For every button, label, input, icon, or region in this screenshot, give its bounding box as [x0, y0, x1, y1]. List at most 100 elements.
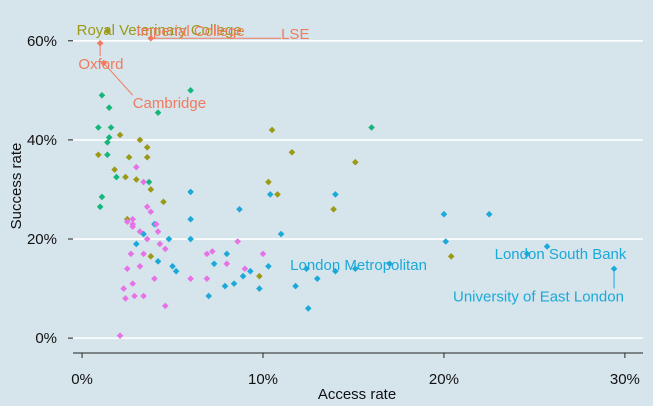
data-point [143, 203, 151, 211]
data-point [241, 265, 249, 273]
data-point [145, 178, 153, 186]
data-point [351, 265, 359, 273]
data-point [239, 272, 247, 280]
data-point [98, 91, 106, 99]
data-point [116, 332, 124, 339]
data-point [140, 178, 147, 186]
data-point [209, 248, 216, 255]
data-point [136, 262, 144, 270]
data-point [247, 267, 254, 275]
x-tick-label: 0% [71, 371, 93, 388]
data-point [125, 153, 133, 161]
annotation-label: Royal Veterinary College [77, 22, 242, 39]
data-point [543, 243, 551, 250]
data-point [129, 223, 137, 230]
data-point [485, 210, 493, 218]
data-point [205, 292, 213, 300]
data-point [129, 215, 137, 223]
data-point [169, 262, 176, 270]
data-point [147, 186, 155, 193]
data-point [274, 191, 281, 198]
data-point [288, 148, 296, 156]
x-axis-label: Access rate [318, 386, 396, 403]
data-points [95, 27, 618, 339]
data-point [133, 163, 140, 171]
annotation-label: Imperial College [136, 23, 244, 40]
data-point [116, 131, 124, 139]
data-point [122, 173, 129, 181]
data-point [172, 267, 180, 275]
data-point [113, 173, 120, 181]
data-point [221, 282, 229, 290]
data-point [442, 238, 450, 245]
data-point [136, 228, 144, 235]
data-point [129, 280, 137, 287]
data-point [386, 260, 393, 268]
data-point [143, 153, 151, 161]
data-point [98, 193, 106, 201]
data-point [127, 250, 135, 258]
data-point [165, 235, 173, 243]
data-point [107, 124, 115, 131]
data-point [143, 144, 151, 151]
data-point [104, 151, 111, 159]
x-tick-label: 20% [429, 371, 459, 388]
data-point [268, 126, 276, 134]
data-point [332, 191, 339, 198]
data-point [105, 104, 113, 111]
data-point [140, 250, 147, 258]
data-point [133, 240, 140, 248]
axes: 0% 20% 40% 60% 0% 10% 20% 30% [27, 33, 643, 388]
data-point [160, 198, 167, 206]
data-point [368, 124, 375, 131]
data-point [143, 235, 151, 243]
data-point [95, 124, 102, 131]
data-point [123, 265, 131, 273]
data-point [292, 282, 299, 290]
data-point [154, 228, 162, 235]
data-point [259, 250, 267, 258]
data-point [187, 275, 194, 282]
annotation-label: LSE [281, 26, 309, 43]
data-point [104, 139, 111, 146]
data-point [133, 176, 140, 183]
data-point [265, 178, 272, 186]
data-point [210, 260, 218, 268]
data-point [303, 265, 310, 273]
y-tick-label: 0% [35, 330, 57, 347]
data-point [277, 230, 285, 238]
data-point [147, 253, 155, 260]
data-point [187, 87, 194, 94]
y-tick-label: 40% [27, 132, 57, 149]
data-point [440, 210, 448, 218]
data-point [523, 250, 531, 258]
x-tick-label: 10% [248, 371, 278, 388]
annotation-leader-line [103, 62, 134, 96]
data-point [154, 258, 162, 265]
data-point [136, 136, 144, 144]
data-point [122, 295, 129, 302]
data-point [156, 240, 164, 248]
data-point [187, 235, 194, 243]
data-point [256, 272, 263, 280]
data-point [151, 275, 158, 282]
data-point [266, 191, 274, 198]
data-point [223, 260, 231, 268]
data-point [351, 158, 359, 166]
data-point [152, 220, 160, 228]
data-point [447, 253, 455, 260]
data-point [140, 292, 147, 300]
data-point [161, 302, 169, 310]
y-tick-label: 20% [27, 231, 57, 248]
data-point [187, 215, 194, 223]
data-point [161, 245, 169, 253]
data-point [187, 188, 194, 196]
data-point [111, 166, 118, 173]
annotation-label: Cambridge [133, 95, 206, 112]
data-point [313, 275, 321, 282]
data-point [154, 109, 162, 116]
data-point [203, 250, 211, 258]
data-point [140, 230, 147, 238]
data-point [147, 208, 155, 216]
